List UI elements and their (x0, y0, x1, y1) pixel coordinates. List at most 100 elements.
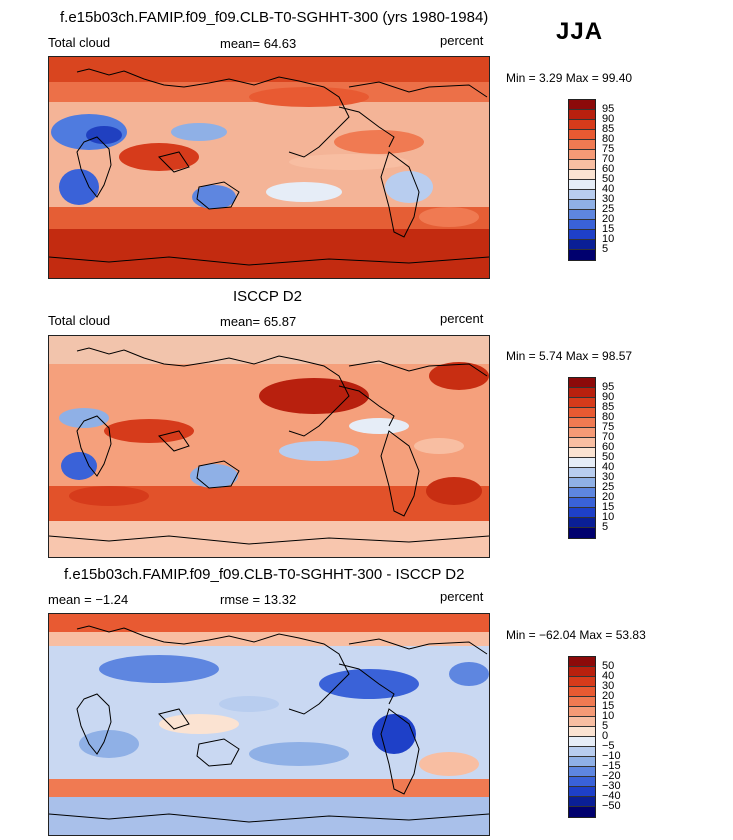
panel-2-title: ISCCP D2 (233, 288, 302, 305)
colorbar-swatch (569, 398, 595, 408)
panel-3-colorbar (568, 656, 596, 818)
colorbar-swatch (569, 657, 595, 667)
panel-3-units-label: percent (440, 589, 484, 604)
colorbar-label: 5 (602, 521, 609, 533)
colorbar-swatch (569, 807, 595, 817)
colorbar-swatch (569, 388, 595, 398)
colorbar-swatch (569, 667, 595, 677)
colorbar-swatch (569, 767, 595, 777)
colorbar-swatch (569, 697, 595, 707)
colorbar-label: 40 (602, 461, 615, 473)
colorbar-label: 75 (602, 143, 615, 155)
colorbar-swatch (569, 140, 595, 150)
colorbar-label: 25 (602, 203, 615, 215)
panel-1-variable-label: Total cloud (48, 35, 111, 50)
colorbar-swatch (569, 100, 595, 110)
panel-3-title: f.e15b03ch.FAMIP.f09_f09.CLB-T0-SGHHT-30… (64, 566, 465, 583)
colorbar-label: −5 (602, 740, 615, 752)
colorbar-label: 50 (602, 660, 615, 672)
colorbar-swatch (569, 707, 595, 717)
colorbar-label: 20 (602, 491, 615, 503)
colorbar-label: 50 (602, 451, 615, 463)
colorbar-swatch (569, 797, 595, 807)
colorbar-label: 30 (602, 471, 615, 483)
panel-1-map (48, 56, 490, 279)
panel-3-map (48, 613, 490, 836)
panel-2-mean-label: mean= 65.87 (220, 314, 297, 329)
colorbar-label: 15 (602, 223, 615, 235)
colorbar-swatch (569, 528, 595, 538)
colorbar-label: 50 (602, 173, 615, 185)
colorbar-swatch (569, 438, 595, 448)
colorbar-label: −40 (602, 790, 621, 802)
colorbar-label: 70 (602, 153, 615, 165)
colorbar-swatch (569, 130, 595, 140)
colorbar-label: 60 (602, 163, 615, 175)
colorbar-swatch (569, 220, 595, 230)
panel-2-variable-label: Total cloud (48, 313, 111, 328)
colorbar-label: 5 (602, 243, 609, 255)
panel-3-map-svg (49, 614, 489, 835)
panel-1-title: f.e15b03ch.FAMIP.f09_f09.CLB-T0-SGHHT-30… (60, 9, 489, 26)
colorbar-label: −30 (602, 780, 621, 792)
colorbar-swatch (569, 428, 595, 438)
colorbar-swatch (569, 727, 595, 737)
colorbar-swatch (569, 488, 595, 498)
colorbar-label: 95 (602, 381, 615, 393)
colorbar-swatch (569, 518, 595, 528)
colorbar-label: 10 (602, 233, 615, 245)
colorbar-swatch (569, 777, 595, 787)
colorbar-label: 40 (602, 670, 615, 682)
colorbar-label: 90 (602, 113, 615, 125)
colorbar-swatch (569, 747, 595, 757)
colorbar-swatch (569, 180, 595, 190)
colorbar-swatch (569, 200, 595, 210)
colorbar-swatch (569, 498, 595, 508)
colorbar-label: 85 (602, 123, 615, 135)
colorbar-label: 90 (602, 391, 615, 403)
panel-1-minmax: Min = 3.29 Max = 99.40 (506, 71, 633, 85)
colorbar-swatch (569, 120, 595, 130)
colorbar-label: −20 (602, 770, 621, 782)
colorbar-swatch (569, 110, 595, 120)
panel-1-map-svg (49, 57, 489, 278)
colorbar-swatch (569, 190, 595, 200)
panel-3-rmse-label: rmse = 13.32 (220, 592, 297, 607)
panel-2-units-label: percent (440, 311, 484, 326)
colorbar-swatch (569, 230, 595, 240)
colorbar-swatch (569, 757, 595, 767)
colorbar-swatch (569, 737, 595, 747)
panel-2-map-svg (49, 336, 489, 557)
panel-1-colorbar (568, 99, 596, 261)
colorbar-swatch (569, 418, 595, 428)
colorbar-swatch (569, 448, 595, 458)
colorbar-label: −50 (602, 800, 621, 812)
colorbar-label: 75 (602, 421, 615, 433)
colorbar-swatch (569, 250, 595, 260)
colorbar-label: 40 (602, 183, 615, 195)
colorbar-label: 70 (602, 431, 615, 443)
colorbar-swatch (569, 478, 595, 488)
panel-2-colorbar (568, 377, 596, 539)
colorbar-label: 20 (602, 690, 615, 702)
colorbar-swatch (569, 210, 595, 220)
colorbar-swatch (569, 378, 595, 388)
colorbar-swatch (569, 717, 595, 727)
colorbar-swatch (569, 687, 595, 697)
panel-1-units-label: percent (440, 33, 484, 48)
colorbar-label: 20 (602, 213, 615, 225)
panel-2-map (48, 335, 490, 558)
colorbar-label: 80 (602, 411, 615, 423)
colorbar-label: 95 (602, 103, 615, 115)
colorbar-swatch (569, 458, 595, 468)
colorbar-swatch (569, 240, 595, 250)
colorbar-label: 5 (602, 720, 609, 732)
colorbar-swatch (569, 508, 595, 518)
panel-3-mean-label: mean = −1.24 (48, 592, 129, 607)
colorbar-swatch (569, 170, 595, 180)
colorbar-label: 15 (602, 700, 615, 712)
colorbar-swatch (569, 677, 595, 687)
season-label: JJA (556, 18, 604, 45)
colorbar-label: 80 (602, 133, 615, 145)
panel-3-minmax: Min = −62.04 Max = 53.83 (506, 628, 646, 642)
